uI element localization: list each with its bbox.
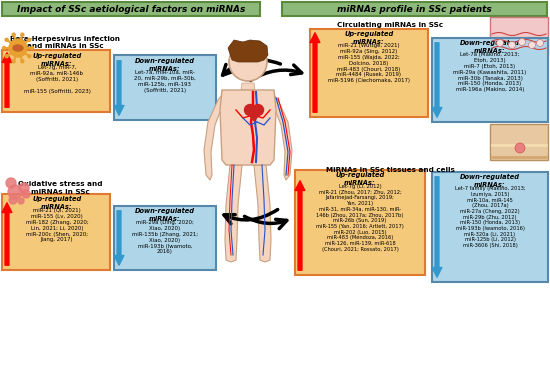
Text: Beta-Herpesvirus infection
and miRNAs in SSc: Beta-Herpesvirus infection and miRNAs in… xyxy=(10,36,120,48)
Circle shape xyxy=(12,60,15,63)
Circle shape xyxy=(21,60,24,63)
Text: Up-regulated
miRNAs:: Up-regulated miRNAs: xyxy=(32,53,81,67)
Polygon shape xyxy=(225,165,243,262)
Text: Let-7g, miR-7,
miR-92a, miR-146b
(Soffritti, 2021)

miR-155 (Soffritti, 2023): Let-7g, miR-7, miR-92a, miR-146b (Soffri… xyxy=(24,65,90,94)
FancyBboxPatch shape xyxy=(114,55,216,120)
Polygon shape xyxy=(272,95,292,180)
Text: Circulating miRNAs in SSc: Circulating miRNAs in SSc xyxy=(337,22,443,28)
Circle shape xyxy=(3,47,6,50)
Text: Down-regulated
miRNAs:: Down-regulated miRNAs: xyxy=(460,174,520,188)
Circle shape xyxy=(536,40,543,47)
Circle shape xyxy=(22,190,30,198)
Text: miR-21 (Wuttge, 2021)
miR-92a (Sing, 2012)
miR-155 (Wajda, 2022;
Dolcino, 2018)
: miR-21 (Wuttge, 2021) miR-92a (Sing, 201… xyxy=(328,43,410,83)
FancyBboxPatch shape xyxy=(432,172,548,282)
Text: Up-regulated
miRNAs:: Up-regulated miRNAs: xyxy=(32,196,81,210)
Circle shape xyxy=(519,38,525,46)
Text: miRNAs profile in SSc patients: miRNAs profile in SSc patients xyxy=(337,4,492,13)
FancyBboxPatch shape xyxy=(295,170,425,275)
Circle shape xyxy=(12,33,15,36)
Text: Let-7g (Li, 2012)
miR-21 (Zhou, 2017; Zhu, 2012;
Jafarinejad-Farsangi, 2019;
Yan: Let-7g (Li, 2012) miR-21 (Zhou, 2017; Zh… xyxy=(316,184,404,252)
Circle shape xyxy=(6,178,16,188)
Text: Down-regulated
miRNAs:: Down-regulated miRNAs: xyxy=(135,208,195,222)
FancyBboxPatch shape xyxy=(310,29,428,117)
Text: Oxidative stress and
miRNAs in SSc: Oxidative stress and miRNAs in SSc xyxy=(18,182,102,195)
Text: miR-29a (Ding, 2020;
Xiao, 2020)
miR-135b (Zhang, 2021;
Xiao, 2020)
miR-193b (Iw: miR-29a (Ding, 2020; Xiao, 2020) miR-135… xyxy=(132,220,198,255)
Circle shape xyxy=(229,43,267,81)
Circle shape xyxy=(5,38,8,41)
Circle shape xyxy=(9,39,27,57)
Polygon shape xyxy=(228,40,268,62)
FancyBboxPatch shape xyxy=(114,206,216,270)
Circle shape xyxy=(28,55,31,58)
Circle shape xyxy=(19,183,29,193)
Circle shape xyxy=(9,196,17,204)
Circle shape xyxy=(18,198,24,204)
FancyBboxPatch shape xyxy=(2,50,110,112)
Text: Let-7 family (Makino, 2013;
Izumiya, 2015)
miR-10a, miR-145
(Zhou, 2017a)
miR-27: Let-7 family (Makino, 2013; Izumiya, 201… xyxy=(455,186,525,248)
Circle shape xyxy=(8,185,22,199)
Text: Down-regulated
miRNAs:: Down-regulated miRNAs: xyxy=(135,58,195,72)
FancyBboxPatch shape xyxy=(2,2,260,16)
Text: MiRNAs in SSc tissues and cells: MiRNAs in SSc tissues and cells xyxy=(326,167,454,173)
Circle shape xyxy=(509,41,515,48)
Circle shape xyxy=(252,104,263,115)
Polygon shape xyxy=(253,165,271,262)
Circle shape xyxy=(497,40,503,47)
Ellipse shape xyxy=(13,45,23,51)
FancyBboxPatch shape xyxy=(282,2,547,16)
Text: Up-regulated
miRNAs:: Up-regulated miRNAs: xyxy=(336,172,384,186)
FancyBboxPatch shape xyxy=(490,17,548,55)
Polygon shape xyxy=(245,110,263,121)
Text: Let-7a (Makino, 2013;
Etoh, 2013)
miR-7 (Etoh, 2013)
miR-29a (Kawashita, 2011)
m: Let-7a (Makino, 2013; Etoh, 2013) miR-7 … xyxy=(453,52,527,92)
Circle shape xyxy=(245,104,256,115)
Text: miR-21 (Qi, 2021)
miR-155 (Lv, 2020)
miR-182 (Zhang, 2020;
Lin, 2021; Li, 2020)
: miR-21 (Qi, 2021) miR-155 (Lv, 2020) miR… xyxy=(26,208,89,242)
FancyBboxPatch shape xyxy=(2,194,110,270)
FancyBboxPatch shape xyxy=(432,38,548,122)
Text: Impact of SSc aetiological factors on miRNAs: Impact of SSc aetiological factors on mi… xyxy=(17,4,245,13)
Text: Up-regulated
miRNAs:: Up-regulated miRNAs: xyxy=(344,31,394,45)
FancyBboxPatch shape xyxy=(490,124,548,160)
Polygon shape xyxy=(220,90,276,165)
Circle shape xyxy=(5,55,8,58)
Polygon shape xyxy=(204,95,224,180)
Circle shape xyxy=(30,47,34,50)
Circle shape xyxy=(21,33,24,36)
Text: Let-7a, miR-10a, miR-
20, miR-29b, miR-30b,
miR-125b, miR-193
(Soffritti, 2021): Let-7a, miR-10a, miR- 20, miR-29b, miR-3… xyxy=(134,70,196,93)
Circle shape xyxy=(28,38,31,41)
Text: Down-regulated
miRNAs:: Down-regulated miRNAs: xyxy=(460,40,520,54)
Circle shape xyxy=(529,41,536,48)
Circle shape xyxy=(515,143,525,153)
Polygon shape xyxy=(241,83,255,90)
